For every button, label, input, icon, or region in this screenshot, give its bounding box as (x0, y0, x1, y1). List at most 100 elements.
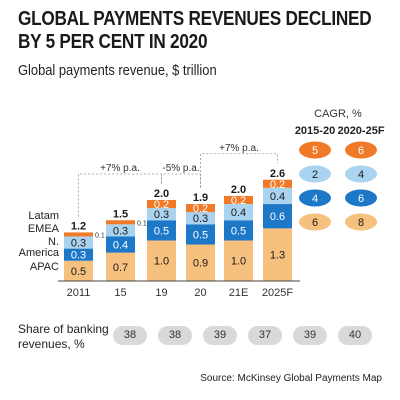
segment-label: 0.2 (193, 203, 208, 215)
growth-bracket (161, 173, 201, 189)
cagr-value: 6 (358, 193, 364, 205)
share-pill: 40 (338, 326, 372, 345)
x-tick-label: 20 (194, 287, 206, 299)
cagr-col-header: 2015-20 (295, 125, 335, 137)
bar-segment (263, 179, 292, 188)
segment-label: 0.3 (193, 213, 208, 225)
cagr-title: CAGR, % (314, 108, 362, 120)
bar-segment (147, 200, 176, 209)
segment-label: 0.7 (113, 262, 128, 274)
share-pill: 39 (293, 326, 327, 345)
share-pill: 38 (158, 326, 192, 345)
legend-label: N. (48, 236, 59, 248)
cagr-pill (299, 165, 331, 183)
bar-segment (186, 244, 215, 281)
bar-segment (64, 236, 93, 249)
chart-subtitle: Global payments revenue, $ trillion (18, 62, 217, 79)
chart-title-line-1: GLOBAL PAYMENTS REVENUES DECLINED (18, 8, 372, 30)
cagr-value: 4 (312, 193, 318, 205)
segment-label: 0.3 (113, 225, 128, 237)
growth-annotation: -5% p.a. (162, 163, 199, 174)
bar-segment (64, 260, 93, 281)
growth-annotation: +7% p.a. (100, 163, 140, 174)
chart-title-line-2: BY 5 PER CENT IN 2020 (18, 31, 208, 53)
bar-segment (147, 240, 176, 281)
source-note: Source: McKinsey Global Payments Map (200, 373, 382, 384)
growth-bracket (78, 173, 162, 217)
total-label: 2.6 (270, 168, 285, 180)
cagr-pill (345, 141, 377, 159)
segment-label: 1.3 (270, 250, 285, 262)
legend-label: APAC (30, 261, 59, 273)
segment-label: 0.1 (95, 232, 105, 239)
cagr-pill (345, 189, 377, 207)
total-label: 2.0 (231, 184, 246, 196)
total-label: 2.0 (154, 188, 169, 200)
cagr-pill (345, 165, 377, 183)
bar-segment (224, 204, 253, 221)
cagr-pill (299, 141, 331, 159)
x-tick-label: 2011 (67, 287, 91, 299)
cagr-value: 8 (358, 217, 364, 229)
cagr-pill (345, 213, 377, 231)
share-label-line-2: revenues, % (18, 337, 85, 351)
share-label-line-1: Share of banking (18, 322, 109, 336)
x-tick-label: 15 (114, 287, 126, 299)
cagr-value: 4 (358, 169, 364, 181)
bar-segment (224, 195, 253, 205)
stacked-bar-chart: 0.50.30.30.11.220110.70.40.30.11.5151.00… (19, 108, 385, 299)
x-tick-label: 21E (229, 287, 249, 299)
segment-label: 0.9 (193, 258, 208, 270)
bar-segment (263, 204, 292, 229)
cagr-value: 5 (312, 145, 318, 157)
bar-segment (263, 228, 292, 281)
cagr-pill (299, 213, 331, 231)
bar-segment (106, 220, 135, 225)
cagr-value: 6 (312, 217, 318, 229)
segment-label: 0.4 (231, 207, 246, 219)
growth-annotation: +7% p.a. (219, 143, 259, 154)
segment-label: 0.2 (231, 195, 246, 207)
share-pill: 37 (248, 326, 282, 345)
cagr-value: 6 (358, 145, 364, 157)
bar-segment (64, 232, 93, 237)
bar-segment (186, 204, 215, 213)
total-label: 1.2 (71, 220, 86, 232)
segment-label: 0.5 (71, 266, 86, 278)
cagr-value: 2 (312, 169, 318, 181)
cagr-pill (299, 189, 331, 207)
x-tick-label: 2025F (262, 287, 293, 299)
cagr-col-header: 2020-25F (337, 125, 384, 137)
bar-segment (186, 212, 215, 225)
segment-label: 0.5 (193, 229, 208, 241)
segment-label: 0.3 (71, 237, 86, 249)
bar-segment (106, 224, 135, 237)
segment-label: 0.2 (154, 199, 169, 211)
segment-label: 0.3 (154, 209, 169, 221)
segment-label: 0.1 (137, 220, 147, 227)
legend-label: Latam (28, 210, 59, 222)
growth-bracket (200, 153, 278, 189)
legend-label: EMEA (28, 223, 60, 235)
bar-segment (106, 236, 135, 253)
bar-segment (64, 248, 93, 261)
legend-label: America (19, 247, 60, 259)
bar-segment (147, 220, 176, 241)
segment-label: 1.0 (154, 256, 169, 268)
x-tick-label: 19 (155, 287, 167, 299)
bar-segment (224, 220, 253, 241)
segment-label: 0.4 (270, 191, 285, 203)
segment-label: 0.4 (113, 240, 128, 252)
bar-segment (106, 252, 135, 281)
segment-label: 0.3 (71, 250, 86, 262)
bar-segment (263, 187, 292, 205)
segment-label: 1.0 (231, 256, 246, 268)
bar-segment (224, 240, 253, 281)
segment-label: 0.2 (270, 179, 285, 191)
total-label: 1.9 (193, 192, 208, 204)
segment-label: 0.6 (270, 211, 285, 223)
share-pill: 39 (203, 326, 237, 345)
total-label: 1.5 (113, 208, 128, 220)
segment-label: 0.5 (231, 225, 246, 237)
